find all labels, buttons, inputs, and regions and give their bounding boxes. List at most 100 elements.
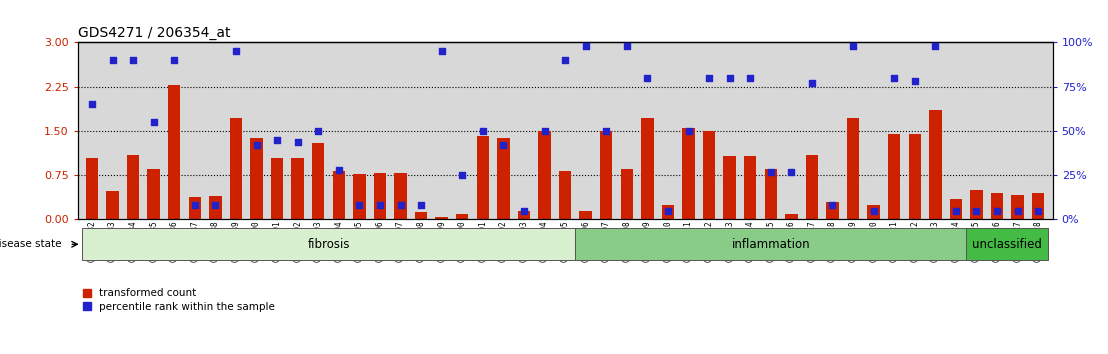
FancyBboxPatch shape — [575, 228, 966, 260]
Point — [577, 43, 595, 49]
Point — [124, 57, 142, 63]
Bar — [620, 169, 633, 219]
Bar — [497, 138, 510, 219]
Point — [885, 75, 903, 81]
Bar — [229, 118, 243, 219]
Point — [803, 80, 821, 86]
Bar — [868, 205, 880, 219]
Point — [186, 202, 204, 208]
Bar — [971, 190, 983, 219]
Bar — [188, 197, 201, 219]
Bar — [538, 131, 551, 219]
Point — [844, 43, 862, 49]
Point — [906, 79, 924, 84]
Point — [474, 128, 492, 134]
Bar — [724, 156, 736, 219]
Bar — [847, 118, 859, 219]
Bar — [373, 173, 386, 219]
Bar — [642, 118, 654, 219]
Point — [556, 57, 574, 63]
Bar — [271, 158, 284, 219]
Point — [83, 102, 101, 107]
Point — [947, 208, 965, 213]
Bar — [353, 174, 366, 219]
Bar — [168, 85, 181, 219]
Point — [1008, 208, 1026, 213]
Point — [268, 137, 286, 143]
Point — [515, 208, 533, 213]
Point — [864, 208, 882, 213]
Bar — [579, 211, 592, 219]
FancyBboxPatch shape — [82, 228, 575, 260]
Point — [433, 48, 451, 54]
Bar — [517, 211, 530, 219]
Point — [350, 202, 368, 208]
Bar — [1032, 193, 1045, 219]
Point — [391, 202, 409, 208]
Bar — [930, 110, 942, 219]
Point — [823, 202, 841, 208]
Text: inflammation: inflammation — [731, 238, 810, 251]
Bar — [209, 196, 222, 219]
Point — [988, 208, 1006, 213]
Bar — [127, 155, 140, 219]
Point — [104, 57, 122, 63]
Bar — [456, 213, 469, 219]
Bar — [661, 205, 674, 219]
Text: GDS4271 / 206354_at: GDS4271 / 206354_at — [78, 26, 230, 40]
Bar — [291, 158, 304, 219]
Bar — [950, 199, 962, 219]
Point — [206, 202, 224, 208]
Bar — [745, 156, 757, 219]
Bar — [827, 202, 839, 219]
Bar — [909, 134, 921, 219]
Text: disease state: disease state — [0, 239, 61, 249]
Bar — [476, 136, 489, 219]
Bar — [683, 128, 695, 219]
Bar — [435, 217, 448, 219]
Bar — [786, 213, 798, 219]
Point — [371, 202, 389, 208]
Point — [412, 202, 430, 208]
Point — [535, 128, 553, 134]
FancyBboxPatch shape — [966, 228, 1048, 260]
Bar — [702, 131, 716, 219]
Bar — [106, 191, 119, 219]
Point — [165, 57, 183, 63]
Bar — [394, 173, 407, 219]
Legend: transformed count, percentile rank within the sample: transformed count, percentile rank withi… — [83, 289, 275, 312]
Point — [679, 128, 697, 134]
Bar — [332, 171, 345, 219]
Text: unclassified: unclassified — [973, 238, 1043, 251]
Bar — [991, 193, 1003, 219]
Bar — [601, 131, 613, 219]
Bar — [414, 212, 428, 219]
Point — [227, 48, 245, 54]
Point — [597, 128, 615, 134]
Bar — [312, 143, 325, 219]
Point — [330, 167, 348, 173]
Bar — [558, 171, 572, 219]
Point — [926, 43, 944, 49]
Point — [721, 75, 739, 81]
Point — [967, 208, 985, 213]
Point — [494, 142, 512, 148]
Point — [453, 172, 471, 178]
Point — [741, 75, 759, 81]
Bar — [765, 169, 777, 219]
Point — [700, 75, 718, 81]
Bar — [250, 138, 263, 219]
Point — [145, 119, 163, 125]
Point — [309, 128, 327, 134]
Bar — [1012, 195, 1024, 219]
Point — [289, 139, 307, 144]
Bar — [806, 155, 818, 219]
Point — [782, 169, 800, 175]
Text: fibrosis: fibrosis — [307, 238, 350, 251]
Bar — [888, 134, 901, 219]
Bar — [147, 169, 160, 219]
Point — [762, 169, 780, 175]
Bar — [85, 158, 99, 219]
Point — [638, 75, 656, 81]
Point — [1029, 208, 1047, 213]
